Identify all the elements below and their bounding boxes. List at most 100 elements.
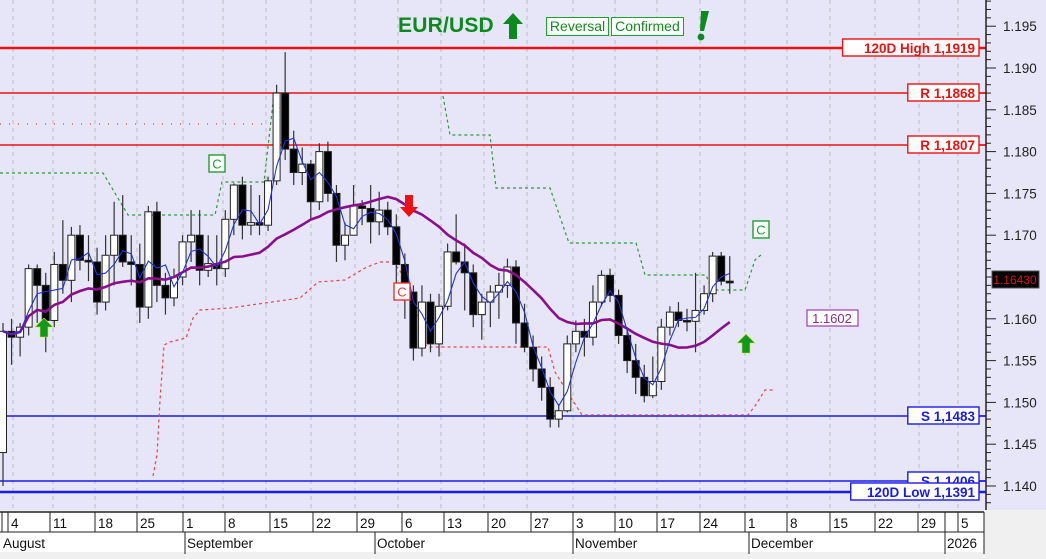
candle (127, 261, 136, 265)
month-label: October (377, 536, 426, 551)
price-tick-label: 1.195 (1003, 19, 1037, 34)
svg-text:1.16430: 1.16430 (993, 273, 1037, 287)
candle (443, 251, 452, 307)
level-label: R 1,1807 (907, 135, 986, 154)
candle (383, 209, 392, 228)
down-arrow-icon (400, 195, 418, 217)
week-tick-label: 24 (703, 516, 719, 531)
candle (24, 268, 33, 328)
price-tick-label: 1.155 (1003, 354, 1037, 369)
price-tick-label: 1.160 (1003, 312, 1037, 327)
candle (426, 301, 435, 345)
month-label: December (751, 536, 814, 551)
level-label: R 1,1868 (907, 83, 986, 102)
candle (315, 151, 324, 203)
candle (195, 234, 204, 271)
svg-text:C: C (756, 223, 765, 238)
candle (571, 330, 580, 345)
candle (358, 205, 367, 209)
candle (725, 280, 734, 284)
candle (477, 301, 486, 316)
month-label: 2026 (947, 536, 977, 551)
candle (246, 222, 255, 226)
price-levels (0, 46, 986, 494)
candle (229, 184, 238, 220)
candle (623, 335, 632, 362)
candle (606, 274, 615, 296)
candle (289, 148, 298, 173)
week-tick-label: 22 (878, 516, 893, 531)
week-tick-label: 20 (491, 516, 506, 531)
candle (597, 274, 606, 303)
svg-text:R 1,1807: R 1,1807 (920, 138, 975, 153)
up-arrow-icon (34, 317, 54, 338)
candle (272, 92, 281, 182)
week-tick-label: 6 (405, 516, 413, 531)
price-tick-label: 1.150 (1003, 395, 1037, 410)
week-tick-label: 4 (11, 516, 19, 531)
c-signal-icon: C (752, 220, 770, 239)
candle (178, 241, 187, 278)
fast-moving-average (2, 137, 731, 407)
candle (135, 263, 144, 308)
week-tick-label: 17 (660, 516, 675, 531)
candle (452, 251, 461, 263)
price-tick-label: 1.175 (1003, 186, 1037, 201)
week-tick-label: 29 (921, 516, 936, 531)
c-signal-icon: C (208, 154, 226, 173)
candle (144, 211, 153, 308)
last-price-badge: 1.16430 (991, 270, 1040, 289)
week-tick-label: 22 (316, 516, 331, 531)
candle (512, 266, 520, 324)
month-label: November (575, 536, 638, 551)
candle (631, 360, 640, 378)
slow-moving-average (2, 195, 731, 349)
week-tick-label: 18 (98, 516, 113, 531)
week-tick-label: 8 (228, 516, 236, 531)
candle (520, 322, 529, 348)
candle (110, 234, 119, 256)
candle (435, 305, 444, 345)
svg-text:R 1,1868: R 1,1868 (920, 86, 975, 101)
candle (366, 207, 375, 223)
week-tick-label: 3 (576, 516, 584, 531)
candle (392, 226, 401, 265)
ma-value-label: 1.1602 (806, 309, 859, 327)
candle (281, 92, 290, 150)
candle (341, 234, 349, 246)
candle (375, 209, 384, 223)
week-tick-label: 27 (534, 516, 549, 531)
candle (588, 301, 597, 338)
week-tick-label: 29 (360, 516, 375, 531)
candle (33, 268, 42, 286)
level-label: S 1,1483 (907, 406, 986, 425)
price-tick-label: 1.140 (1003, 479, 1037, 494)
price-tick-label: 1.145 (1003, 437, 1037, 452)
candle (306, 163, 315, 203)
svg-text:120D Low 1,1391: 120D Low 1,1391 (867, 485, 976, 500)
candle (332, 192, 341, 246)
candle (187, 234, 196, 243)
week-tick-label: 15 (833, 516, 848, 531)
date-axis[interactable]: 4 11 18 25 1 8 15 22 29 6 13 20 27 3 10 17 24 1 8 15 22 29 5Au… (0, 510, 1046, 554)
price-tick-label: 1.190 (1003, 61, 1037, 76)
currency-pair-label: EUR/USD (398, 14, 494, 37)
week-tick-label: 10 (618, 516, 633, 531)
price-tick-label: 1.180 (1003, 145, 1037, 160)
up-arrow-icon (736, 333, 756, 354)
candle (84, 259, 93, 263)
week-tick-label: 11 (53, 516, 67, 531)
candle (67, 234, 76, 281)
candle (50, 263, 59, 321)
candle (708, 255, 717, 295)
reversal-tag: Reversal (545, 16, 610, 36)
level-label: 120D High 1,1919 (841, 38, 986, 57)
up-arrow-icon (502, 13, 523, 39)
candle (409, 291, 418, 349)
candle (691, 309, 700, 322)
plot-area (0, 0, 986, 510)
week-tick-label: 25 (140, 516, 155, 531)
candle (0, 330, 7, 454)
